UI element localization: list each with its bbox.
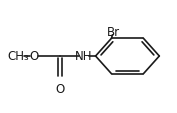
- Text: O: O: [29, 50, 38, 63]
- Text: NH: NH: [75, 50, 93, 63]
- Text: O: O: [56, 82, 65, 95]
- Text: Br: Br: [107, 26, 120, 39]
- Text: CH₃: CH₃: [8, 50, 29, 63]
